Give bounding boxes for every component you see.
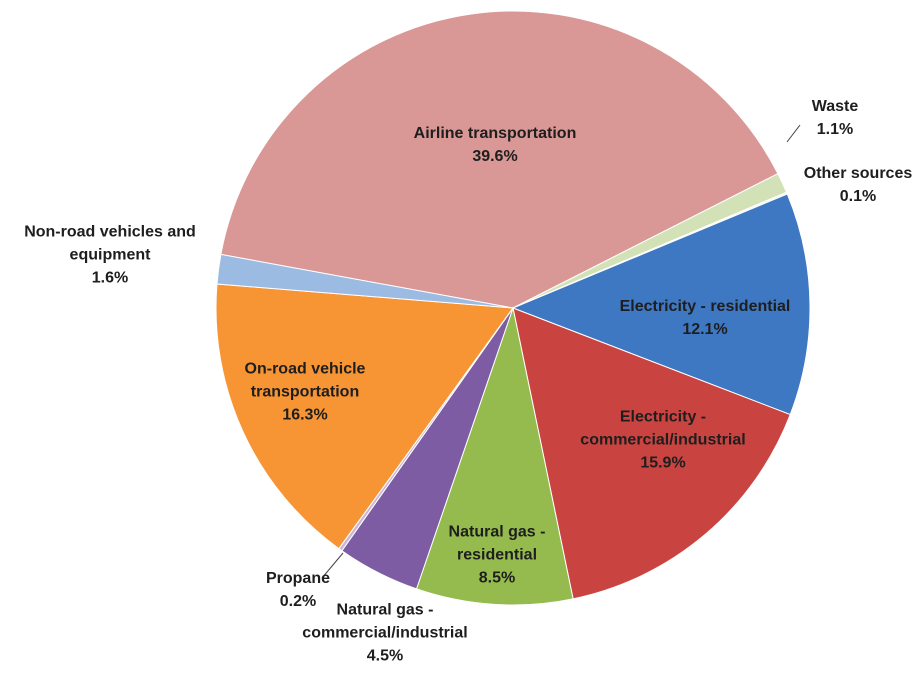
leader-line bbox=[786, 124, 801, 143]
leader-line bbox=[321, 552, 344, 579]
slice-label: Non-road vehicles and equipment 1.6% bbox=[0, 221, 220, 290]
slice-label: Natural gas - residential 8.5% bbox=[432, 521, 562, 590]
category-label: Other sources bbox=[803, 165, 913, 182]
slice-label: Propane 0.2% bbox=[248, 567, 348, 613]
category-label: Electricity - commercial/industrial bbox=[580, 408, 746, 449]
category-label: Non-road vehicles and equipment bbox=[24, 223, 196, 264]
value-label: 15.9% bbox=[640, 454, 686, 472]
slice-label: Electricity - residential 12.1% bbox=[590, 295, 820, 341]
value-label: 16.3% bbox=[282, 406, 328, 424]
pie-slice bbox=[216, 253, 514, 309]
value-label: 8.5% bbox=[478, 569, 516, 587]
pie-slice bbox=[220, 10, 779, 309]
value-label: 1.1% bbox=[816, 121, 854, 138]
category-label: On-road vehicle transportation bbox=[244, 360, 366, 401]
value-label: 0.1% bbox=[839, 188, 877, 205]
slice-label: Electricity - commercial/industrial 15.9% bbox=[548, 406, 778, 475]
pie-slice bbox=[215, 283, 514, 550]
slice-label: Waste 1.1% bbox=[795, 95, 875, 141]
category-label: Electricity - residential bbox=[619, 298, 791, 315]
category-label: Natural gas - commercial/industrial bbox=[302, 601, 468, 642]
value-label: 12.1% bbox=[682, 321, 728, 338]
slice-label: Natural gas - commercial/industrial 4.5% bbox=[270, 599, 500, 668]
value-label: 4.5% bbox=[366, 647, 404, 665]
category-label: Propane bbox=[265, 570, 330, 587]
pie-slice bbox=[415, 306, 574, 606]
slice-label: Airline transportation 39.6% bbox=[380, 122, 610, 168]
value-label: 39.6% bbox=[472, 148, 518, 165]
value-label: 0.2% bbox=[279, 593, 317, 610]
category-label: Waste bbox=[811, 98, 859, 115]
slice-label: On-road vehicle transportation 16.3% bbox=[215, 358, 395, 427]
pie-slice bbox=[512, 307, 791, 600]
pie-slice bbox=[511, 193, 811, 416]
category-label: Airline transportation bbox=[413, 125, 577, 142]
category-label: Natural gas - residential bbox=[448, 523, 546, 564]
slice-label: Other sources 0.1% bbox=[788, 162, 924, 208]
value-label: 1.6% bbox=[91, 269, 129, 287]
